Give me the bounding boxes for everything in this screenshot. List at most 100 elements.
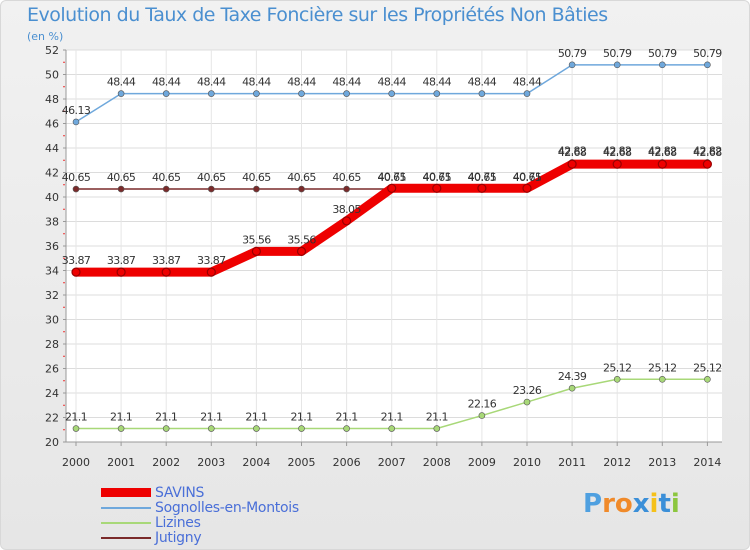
legend-label: Lizines <box>155 514 201 531</box>
data-point <box>343 185 350 193</box>
data-point <box>478 412 486 419</box>
y-tick-label: 36 <box>45 240 59 253</box>
y-tick-label: 28 <box>45 338 59 351</box>
x-tick-label: 2006 <box>333 456 361 469</box>
data-point <box>612 159 622 169</box>
data-label: 40.71 <box>513 170 542 183</box>
data-label: 21.1 <box>200 411 222 424</box>
data-label: 25.12 <box>648 361 677 374</box>
data-point <box>117 185 125 193</box>
data-label: 35.56 <box>287 233 316 246</box>
data-point <box>523 398 531 406</box>
data-label: 48.44 <box>152 76 181 89</box>
data-point <box>162 185 170 193</box>
logo-letter: i <box>649 489 659 519</box>
data-label: 40.65 <box>377 171 406 184</box>
data-label: 42.68 <box>603 146 632 159</box>
x-tick-label: 2010 <box>513 456 541 469</box>
data-label: 40.65 <box>152 171 181 184</box>
data-label: 50.79 <box>693 47 722 60</box>
data-point <box>208 185 215 193</box>
data-label: 42.82 <box>693 144 722 157</box>
y-tick-label: 50 <box>45 69 59 82</box>
data-point <box>433 425 441 432</box>
x-tick-label: 2011 <box>558 456 586 469</box>
data-point <box>298 185 305 193</box>
data-label: 46.13 <box>62 104 91 117</box>
data-label: 33.87 <box>62 254 91 267</box>
data-label: 48.44 <box>468 76 497 89</box>
logo-letter: i <box>670 489 680 519</box>
data-label: 40.71 <box>377 170 406 183</box>
legend-item: Lizines <box>101 514 299 531</box>
data-label: 40.65 <box>62 171 91 184</box>
x-tick-label: 2001 <box>107 456 135 469</box>
logo-letter: P <box>583 489 603 519</box>
data-point <box>658 375 666 383</box>
data-label: 42.82 <box>603 144 632 157</box>
data-point <box>522 183 532 193</box>
data-point <box>388 425 396 432</box>
x-tick-label: 2013 <box>648 456 676 469</box>
legend-label: Jutigny <box>155 529 202 546</box>
data-point <box>72 118 80 126</box>
x-tick-label: 2008 <box>423 456 451 469</box>
data-label: 40.65 <box>423 171 452 184</box>
x-tick-label: 2000 <box>62 456 90 469</box>
data-label: 42.68 <box>648 146 677 159</box>
data-label: 42.68 <box>693 146 722 159</box>
data-label: 48.44 <box>242 76 271 89</box>
data-label: 24.39 <box>558 370 587 383</box>
y-tick-label: 40 <box>45 191 59 204</box>
logo-letter: r <box>602 489 615 519</box>
data-point <box>298 425 305 432</box>
data-label: 40.65 <box>513 171 542 184</box>
data-label: 33.87 <box>197 254 226 267</box>
data-point <box>478 90 486 97</box>
data-point <box>613 375 621 383</box>
data-point <box>477 183 487 193</box>
legend-swatch <box>101 488 151 497</box>
data-point <box>72 185 80 193</box>
data-point <box>206 267 216 277</box>
y-tick-label: 38 <box>45 216 59 229</box>
chart-title: Evolution du Taux de Taxe Foncière sur l… <box>27 4 608 26</box>
data-point <box>523 90 531 97</box>
data-point <box>704 61 711 69</box>
data-label: 40.65 <box>287 171 316 184</box>
data-label: 50.79 <box>558 47 587 60</box>
legend-item: Sognolles-en-Montois <box>101 500 299 516</box>
data-label: 42.82 <box>648 144 677 157</box>
data-label: 23.26 <box>513 384 542 397</box>
data-point <box>343 425 350 432</box>
data-label: 48.44 <box>513 76 542 89</box>
data-label: 33.87 <box>152 254 181 267</box>
data-point <box>702 159 713 169</box>
data-label: 25.12 <box>603 361 632 374</box>
data-point <box>208 90 215 97</box>
data-point <box>296 246 307 256</box>
data-label: 21.1 <box>245 411 267 424</box>
data-label: 21.1 <box>110 411 132 424</box>
data-point <box>567 159 577 169</box>
data-label: 40.65 <box>107 171 136 184</box>
x-tick-label: 2003 <box>197 456 225 469</box>
legend-swatch <box>101 536 151 539</box>
data-label: 48.44 <box>197 76 226 89</box>
data-label: 50.79 <box>648 47 677 60</box>
data-label: 35.56 <box>242 233 271 246</box>
data-label: 40.71 <box>423 170 452 183</box>
data-point <box>251 246 261 256</box>
x-tick-label: 2012 <box>603 456 631 469</box>
data-label: 21.1 <box>65 411 87 424</box>
data-label: 48.44 <box>332 76 361 89</box>
data-label: 42.68 <box>558 146 587 159</box>
x-tick-label: 2014 <box>693 456 721 469</box>
data-point <box>342 216 352 226</box>
data-point <box>71 267 81 277</box>
data-point <box>162 90 170 97</box>
data-label: 48.44 <box>287 76 316 89</box>
data-point <box>72 425 80 432</box>
